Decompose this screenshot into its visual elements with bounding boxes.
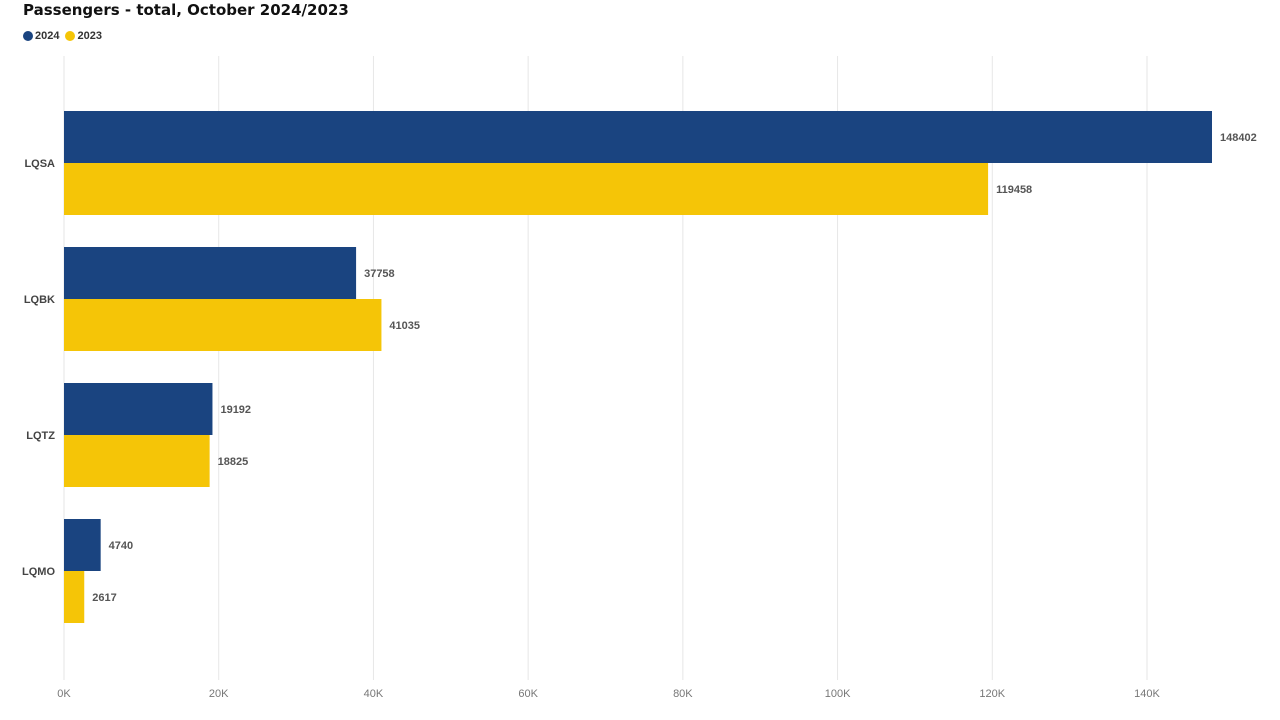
category-label: LQBK — [24, 294, 55, 306]
legend-item-2024[interactable]: 2024 — [23, 30, 59, 42]
bar-2024-LQTZ[interactable] — [64, 383, 213, 435]
data-label: 41035 — [389, 320, 420, 332]
legend-swatch-2023 — [65, 31, 76, 41]
bar-2023-LQMO[interactable] — [64, 571, 85, 623]
category-label: LQTZ — [26, 430, 55, 442]
bar-2024-LQSA[interactable] — [64, 111, 1212, 163]
x-tick-label: 80K — [673, 688, 693, 700]
bar-2023-LQSA[interactable] — [64, 163, 989, 215]
legend-item-2023[interactable]: 2023 — [65, 30, 102, 42]
x-tick-label: 120K — [979, 688, 1005, 700]
data-label: 19192 — [220, 404, 251, 416]
x-tick-label: 40K — [364, 688, 384, 700]
bar-2024-LQMO[interactable] — [64, 519, 101, 571]
x-tick-label: 0K — [57, 688, 71, 700]
legend-swatch-2024 — [23, 31, 33, 41]
legend-label-2023: 2023 — [77, 30, 102, 42]
bar-2024-LQBK[interactable] — [64, 247, 357, 299]
bar-2023-LQTZ[interactable] — [64, 435, 210, 487]
data-label: 119458 — [996, 184, 1032, 196]
data-label: 18825 — [218, 456, 249, 468]
x-tick-label: 60K — [518, 688, 538, 700]
category-label: LQSA — [24, 158, 55, 170]
category-label: LQMO — [22, 566, 55, 578]
legend: 2024 2023 — [23, 30, 108, 42]
x-tick-label: 20K — [209, 688, 229, 700]
data-label: 2617 — [92, 592, 116, 604]
legend-label-2024: 2024 — [35, 30, 60, 42]
data-label: 37758 — [364, 268, 395, 280]
chart-title: Passengers - total, October 2024/2023 — [23, 1, 349, 19]
data-label: 148402 — [1220, 132, 1257, 144]
data-label: 4740 — [109, 540, 133, 552]
x-tick-label: 140K — [1134, 688, 1160, 700]
bar-2023-LQBK[interactable] — [64, 299, 382, 351]
x-tick-label: 100K — [825, 688, 851, 700]
